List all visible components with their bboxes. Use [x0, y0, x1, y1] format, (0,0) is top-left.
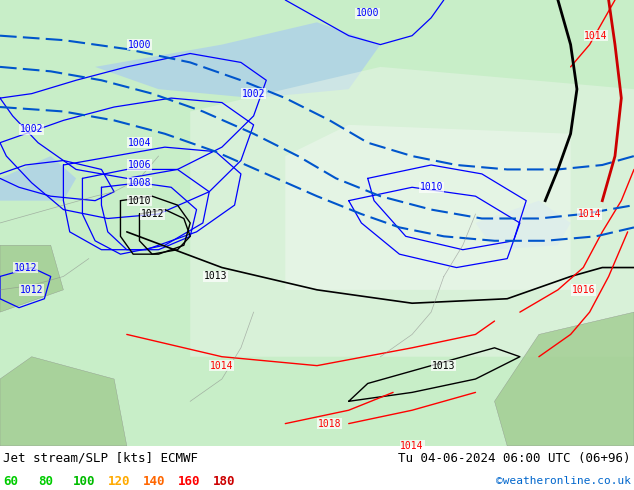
Text: 1008: 1008 — [127, 178, 152, 188]
Text: 1004: 1004 — [127, 138, 152, 147]
Text: ©weatheronline.co.uk: ©weatheronline.co.uk — [496, 476, 631, 486]
Text: 1012: 1012 — [140, 209, 164, 219]
Text: 1012: 1012 — [13, 263, 37, 272]
Text: 80: 80 — [38, 475, 53, 488]
Text: 100: 100 — [73, 475, 95, 488]
Text: 180: 180 — [212, 475, 235, 488]
Text: 1012: 1012 — [20, 285, 44, 295]
Polygon shape — [0, 245, 63, 312]
Text: 1002: 1002 — [242, 89, 266, 98]
Text: Tu 04-06-2024 06:00 UTC (06+96): Tu 04-06-2024 06:00 UTC (06+96) — [398, 452, 631, 465]
Text: 1013: 1013 — [432, 361, 456, 370]
Polygon shape — [190, 67, 634, 357]
Text: 1014: 1014 — [578, 209, 602, 219]
Polygon shape — [495, 312, 634, 446]
Text: 160: 160 — [178, 475, 200, 488]
Text: 1014: 1014 — [210, 361, 234, 370]
Text: Jet stream/SLP [kts] ECMWF: Jet stream/SLP [kts] ECMWF — [3, 452, 198, 465]
Text: 60: 60 — [3, 475, 18, 488]
Polygon shape — [0, 0, 634, 446]
Polygon shape — [0, 357, 127, 446]
Text: 1000: 1000 — [127, 40, 152, 49]
Text: 1010: 1010 — [419, 182, 443, 192]
Text: 1014: 1014 — [584, 31, 608, 41]
Polygon shape — [285, 125, 571, 290]
Text: 1018: 1018 — [318, 418, 342, 429]
Text: 1013: 1013 — [204, 271, 228, 281]
Polygon shape — [476, 201, 571, 250]
Text: 1016: 1016 — [571, 285, 595, 295]
Polygon shape — [0, 156, 76, 201]
Polygon shape — [95, 22, 380, 98]
Text: 1014: 1014 — [400, 441, 424, 451]
Text: 1010: 1010 — [127, 196, 152, 206]
Text: 1002: 1002 — [20, 124, 44, 134]
Text: 140: 140 — [143, 475, 165, 488]
Text: 120: 120 — [108, 475, 130, 488]
Text: 1006: 1006 — [127, 160, 152, 170]
Text: 1000: 1000 — [356, 8, 380, 19]
